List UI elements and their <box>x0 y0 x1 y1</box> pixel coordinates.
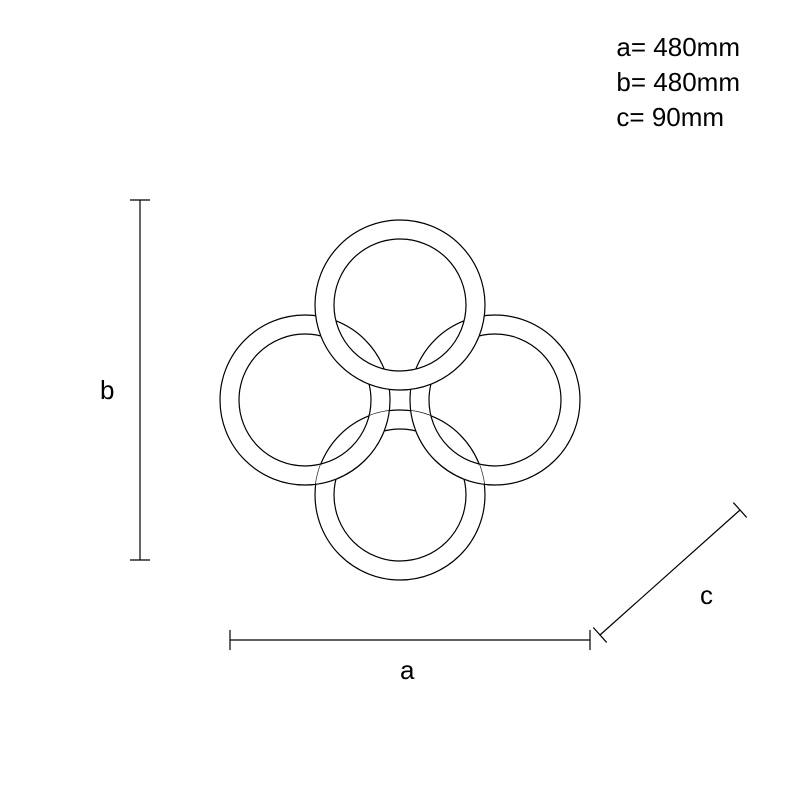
dimension-label-a: a <box>400 655 414 686</box>
dimension-label-c: c <box>700 580 713 611</box>
dimension-label-b: b <box>100 375 114 406</box>
